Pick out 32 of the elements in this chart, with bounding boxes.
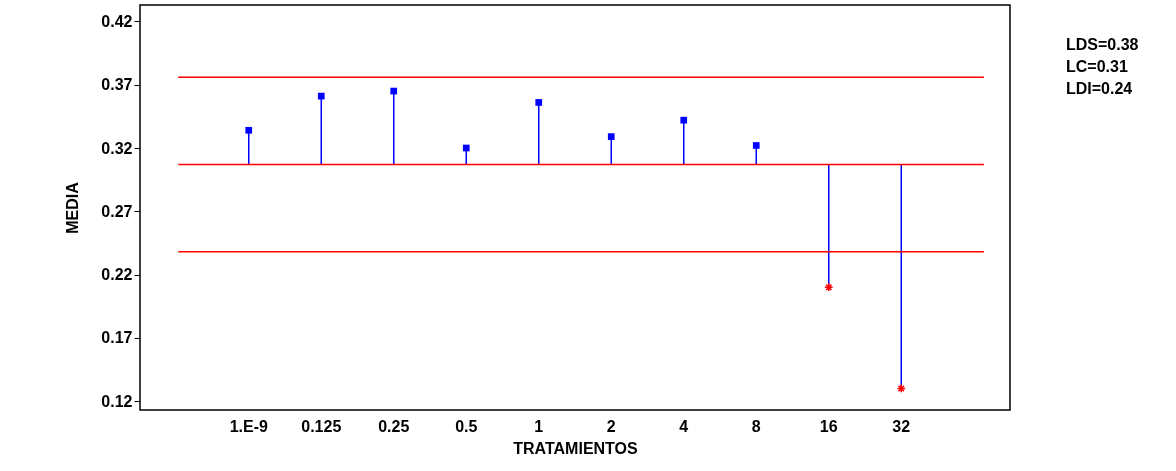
y-tick-label: 0.12 <box>101 392 133 410</box>
point <box>390 87 398 95</box>
point <box>824 282 834 292</box>
y-tick-label: 0.17 <box>101 329 133 347</box>
y-tick-label: 0.22 <box>101 266 133 284</box>
x-tick-label: 4 <box>679 417 689 435</box>
text: LDI=0.24 <box>1066 80 1133 97</box>
y-tick-label: 0.37 <box>101 76 133 94</box>
x-tick-label: 1 <box>534 417 544 435</box>
point <box>535 99 543 106</box>
y-axis-title: MEDIA <box>64 181 82 234</box>
x-tick-label: 1.E-9 <box>229 417 268 435</box>
x-tick-label: 16 <box>819 417 838 435</box>
x-axis-title: TRATAMIENTOS <box>513 439 639 457</box>
x-tick-label: 8 <box>751 417 761 435</box>
point <box>462 144 470 152</box>
point <box>896 383 906 394</box>
x-tick-label: 32 <box>892 417 911 435</box>
x-tick-label: 2 <box>606 417 616 435</box>
y-tick-label: 0.32 <box>101 139 133 157</box>
y-tick-label: 0.27 <box>101 202 133 220</box>
point <box>680 116 688 124</box>
point <box>245 126 253 134</box>
x-tick-label: 0.25 <box>378 417 410 435</box>
point <box>752 142 760 149</box>
text: LC=0.31 <box>1066 58 1128 75</box>
point <box>607 133 615 140</box>
point <box>317 92 325 100</box>
y-tick-label: 0.42 <box>101 12 133 30</box>
x-tick-label: 0.125 <box>301 417 342 435</box>
x-tick-label: 0.5 <box>455 417 478 435</box>
text: LDS=0.38 <box>1066 36 1139 53</box>
